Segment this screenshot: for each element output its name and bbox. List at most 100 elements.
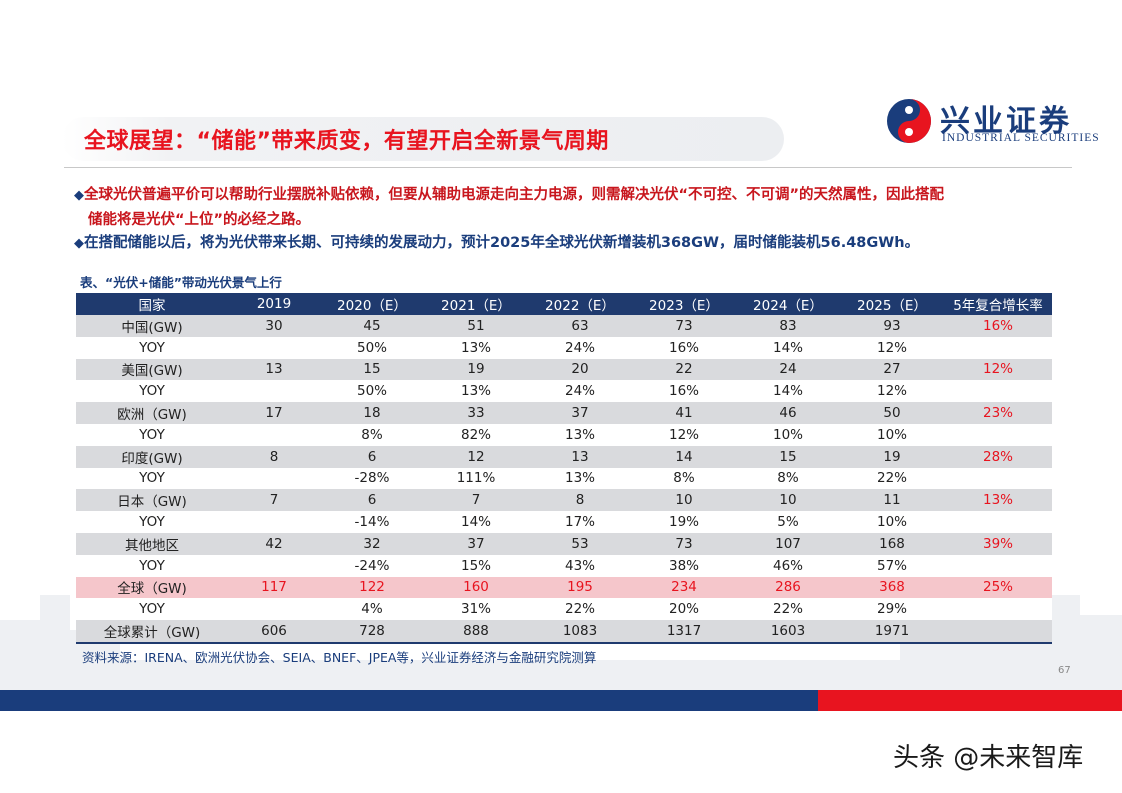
table-cell: 31% (424, 598, 528, 621)
title-band (62, 117, 784, 161)
logo-swirl-icon (887, 99, 931, 143)
table-row: 印度(GW) 8 6 12 13 14 15 19 28% (76, 445, 1052, 468)
table-cell: 8 (528, 489, 632, 512)
pv-installation-table: 国家 2019 2020（E） 2021（E） 2022（E） 2023（E） 2024（E… (76, 293, 1052, 644)
table-row: YOY 8% 82% 13% 12% 10% 10% (76, 423, 1052, 446)
row-label-cell: YOY (76, 423, 228, 446)
table-cell: 14 (632, 445, 736, 468)
table-cell: 10% (840, 511, 944, 533)
table-cell: 13% (944, 489, 1052, 512)
table-caption: 表、“光伏+储能”带动光伏景气上行 (80, 275, 282, 290)
table-header-row: 国家 2019 2020（E） 2021（E） 2022（E） 2023（E） 2024（E… (76, 293, 1052, 315)
row-label-cell: YOY (76, 554, 228, 577)
watermark-text: 头条 @未来智库 (893, 743, 1084, 773)
table-cell: 93 (840, 315, 944, 337)
table-cell (944, 467, 1052, 490)
table-header-cell: 国家 (76, 293, 228, 315)
table-cell (228, 511, 320, 533)
brand-name-cn: 兴业证券 (940, 104, 1072, 139)
table-cell: 10 (632, 489, 736, 512)
table-cell: 73 (632, 315, 736, 337)
table-cell: 13% (424, 380, 528, 403)
table-cell: 24% (528, 336, 632, 359)
table-cell: 28% (944, 445, 1052, 468)
table-cell (228, 380, 320, 403)
footer-bar-blue (0, 690, 818, 711)
table-header-cell: 2019 (228, 293, 320, 315)
table-cell: 15 (320, 358, 424, 381)
table-header-cell: 5年复合增长率 (944, 293, 1052, 315)
table-cell: 32 (320, 532, 424, 555)
table-cell: 8 (228, 445, 320, 468)
row-label-cell: YOY (76, 336, 228, 359)
table-cell: 25% (944, 576, 1052, 599)
table-cell: 111% (424, 467, 528, 490)
table-row: 欧洲（GW) 17 18 33 37 41 46 50 23% (76, 402, 1052, 424)
table-cell: 23% (944, 402, 1052, 424)
table-row: 其他地区 42 32 37 53 73 107 168 39% (76, 532, 1052, 555)
row-label-cell: 全球（GW) (76, 576, 228, 599)
city-skyline-decoration (0, 590, 1122, 690)
table-cell: 14% (424, 511, 528, 533)
table-cell: 10 (736, 489, 840, 512)
table-cell: 1083 (528, 620, 632, 644)
table-row: YOY -14% 14% 17% 19% 5% 10% (76, 511, 1052, 533)
table-cell (944, 511, 1052, 533)
table-row: YOY 50% 13% 24% 16% 14% 12% (76, 380, 1052, 403)
table-cell (228, 554, 320, 577)
bullet-2: ◆在搭配储能以后，将为光伏带来长期、可持续的发展动力，预计2025年全球光伏新增… (74, 231, 1084, 256)
table-header-cell: 2025（E） (840, 293, 944, 315)
table-cell: 42 (228, 532, 320, 555)
table-cell: 17 (228, 402, 320, 424)
table-cell: 33 (424, 402, 528, 424)
table-cell (944, 336, 1052, 359)
table-cell: 234 (632, 576, 736, 599)
table-cell: 73 (632, 532, 736, 555)
table-cell: 168 (840, 532, 944, 555)
table-cell: 41 (632, 402, 736, 424)
table-cell: 13% (528, 423, 632, 446)
row-label-cell: YOY (76, 380, 228, 403)
table-cell (944, 423, 1052, 446)
table-cell: 82% (424, 423, 528, 446)
table-cell: 606 (228, 620, 320, 644)
bullet-2-line1: 在搭配储能以后，将为光伏带来长期、可持续的发展动力，预计2025年全球光伏新增装… (84, 235, 920, 251)
table-cell: 13 (228, 358, 320, 381)
table-cell: 16% (944, 315, 1052, 337)
table-cell: 5% (736, 511, 840, 533)
table-cell: 12 (424, 445, 528, 468)
bullet-1-line1: 全球光伏普遍平价可以帮助行业摆脱补贴依赖，但要从辅助电源走向主力电源，则需解决光… (84, 187, 945, 203)
table-row: 美国(GW) 13 15 19 20 22 24 27 12% (76, 358, 1052, 381)
table-cell: 8% (632, 467, 736, 490)
table-cell: -28% (320, 467, 424, 490)
row-label-cell: 欧洲（GW) (76, 402, 228, 424)
table-cell: 53 (528, 532, 632, 555)
table-cell: 16% (632, 336, 736, 359)
table-cell: 24% (528, 380, 632, 403)
table-cell: 13 (528, 445, 632, 468)
row-label-cell: YOY (76, 467, 228, 490)
table-cell: 6 (320, 489, 424, 512)
table-cell: -24% (320, 554, 424, 577)
table-cell: 19% (632, 511, 736, 533)
row-label-cell: 日本（GW) (76, 489, 228, 512)
table-cell: 4% (320, 598, 424, 621)
table-cell: 10% (736, 423, 840, 446)
row-label-cell: 美国(GW) (76, 358, 228, 381)
table-cell: 728 (320, 620, 424, 644)
row-label-cell: 印度(GW) (76, 445, 228, 468)
table-cell: -14% (320, 511, 424, 533)
table-cell: 19 (424, 358, 528, 381)
table-cell: 13% (528, 467, 632, 490)
table-cell: 286 (736, 576, 840, 599)
table-cell: 22 (632, 358, 736, 381)
footer-bar-red (818, 690, 1122, 711)
table-cell: 51 (424, 315, 528, 337)
source-note: 资料来源：IRENA、欧洲光伏协会、SEIA、BNEF、JPEA等，兴业证券经济… (82, 650, 597, 665)
table-cell: 12% (944, 358, 1052, 381)
table-cell: 20% (632, 598, 736, 621)
table-cell: 22% (736, 598, 840, 621)
table-cell: 107 (736, 532, 840, 555)
table-cell: 1603 (736, 620, 840, 644)
table-cell: 6 (320, 445, 424, 468)
